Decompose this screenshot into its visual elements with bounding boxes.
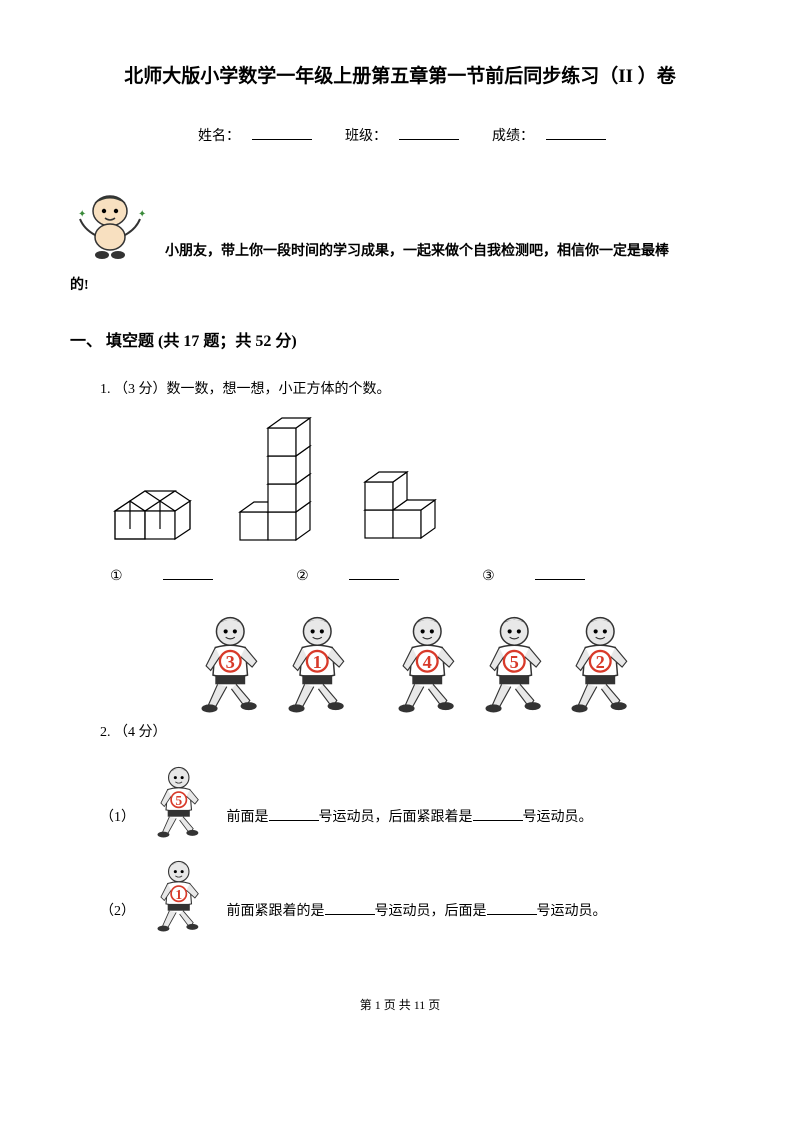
question-2: 3 1 <box>100 613 730 935</box>
intro-line2: 的! <box>70 273 730 298</box>
q2-sub1: （1） 5 前面是号运动员，后面紧跟着是号运动员。 <box>100 764 730 841</box>
svg-text:1: 1 <box>175 887 182 902</box>
q1-label-a: ① <box>110 569 123 584</box>
cube-group-3-icon <box>360 456 455 546</box>
svg-text:1: 1 <box>312 652 321 672</box>
runners-row: 3 1 <box>190 613 730 717</box>
runner-4-icon: 4 <box>387 613 468 717</box>
q2-sub2-num: （2） <box>100 899 135 924</box>
svg-text:5: 5 <box>509 652 518 672</box>
runner-5-icon: 5 <box>149 764 209 841</box>
class-label: 班级： <box>345 129 387 144</box>
name-blank <box>252 124 312 140</box>
q1-answers: ① ② ③ <box>110 564 730 589</box>
svg-text:5: 5 <box>175 792 182 807</box>
q2-sub2-text: 前面紧跟着的是号运动员，后面是号运动员。 <box>227 899 607 924</box>
q2-sub1-num: （1） <box>100 805 135 830</box>
mascot-icon: ✦ ✦ <box>70 189 155 264</box>
runner-3-icon: 3 <box>190 613 271 717</box>
q1-blank-b <box>349 566 399 580</box>
q1-label-c: ③ <box>482 569 495 584</box>
q2-sub1-text: 前面是号运动员，后面紧跟着是号运动员。 <box>227 805 593 830</box>
q1-blank-a <box>163 566 213 580</box>
q1-label-b: ② <box>296 569 309 584</box>
cube-group-1-icon <box>110 471 205 546</box>
svg-text:✦: ✦ <box>78 209 86 220</box>
runner-2-icon: 2 <box>560 613 641 717</box>
runner-1-icon: 1 <box>149 858 209 935</box>
runner-5-icon: 5 <box>474 613 555 717</box>
svg-text:3: 3 <box>226 652 235 672</box>
question-1: 1. （3 分）数一数，想一想，小正方体的个数。 <box>100 377 730 589</box>
q2-prefix: 2. （4 分） <box>100 720 730 745</box>
score-label: 成绩： <box>492 129 534 144</box>
cubes-row <box>110 416 730 546</box>
q2-sub2: （2） 1 前面紧跟着的是号运动员，后面是号运动员。 <box>100 858 730 935</box>
intro-row: ✦ ✦ 小朋友，带上你一段时间的学习成果，一起来做个自我检测吧，相信你一定是最棒 <box>70 189 730 264</box>
page-title: 北师大版小学数学一年级上册第五章第一节前后同步练习（II ）卷 <box>70 60 730 94</box>
name-label: 姓名： <box>198 129 240 144</box>
info-row: 姓名： 班级： 成绩： <box>70 124 730 149</box>
cube-group-2-icon <box>235 416 330 546</box>
svg-text:4: 4 <box>423 652 432 672</box>
svg-text:2: 2 <box>596 652 605 672</box>
page-footer: 第 1 页 共 11 页 <box>70 995 730 1017</box>
section-heading: 一、 填空题 (共 17 题；共 52 分) <box>70 328 730 357</box>
q1-blank-c <box>535 566 585 580</box>
score-blank <box>546 124 606 140</box>
runner-1-icon: 1 <box>277 613 358 717</box>
svg-text:✦: ✦ <box>138 209 146 220</box>
class-blank <box>399 124 459 140</box>
intro-line1: 小朋友，带上你一段时间的学习成果，一起来做个自我检测吧，相信你一定是最棒 <box>165 239 669 264</box>
q1-text: 1. （3 分）数一数，想一想，小正方体的个数。 <box>100 377 730 402</box>
